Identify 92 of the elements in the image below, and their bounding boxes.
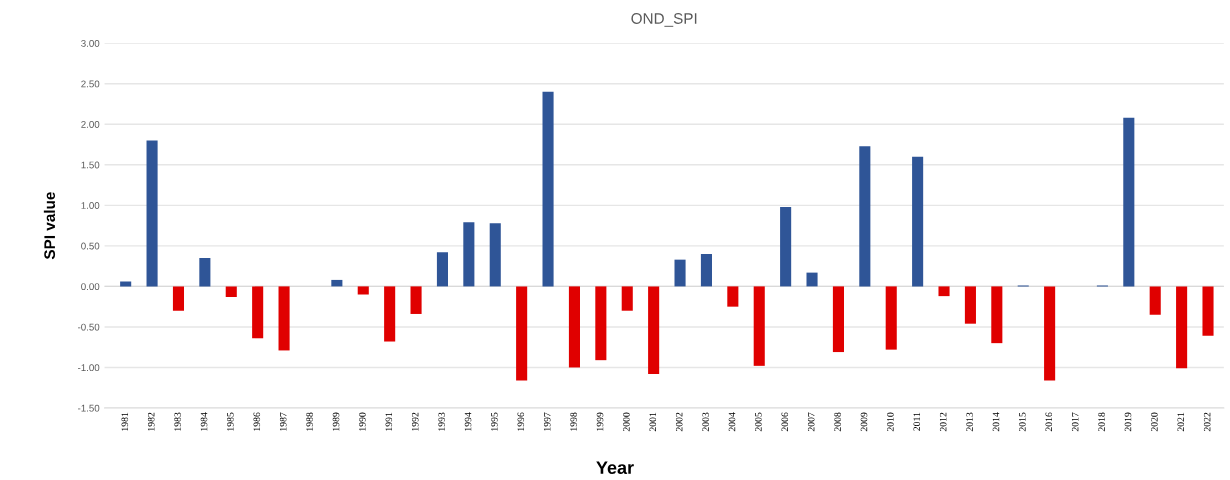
x-tick-label: 1983 [174, 412, 181, 431]
bar [832, 286, 844, 353]
bar [1176, 286, 1188, 369]
x-tick-label: 2002 [675, 412, 683, 432]
x-tick-label: 1982 [147, 412, 155, 431]
x-tick-label: 1987 [279, 412, 287, 431]
x-axis-title: Year [596, 461, 634, 475]
y-tick-label: 2.50 [81, 80, 100, 88]
bar [1044, 286, 1056, 381]
x-tick-label: 2004 [728, 412, 736, 432]
x-tick-label: 2020 [1151, 412, 1158, 432]
x-tick-label: 1989 [332, 412, 340, 431]
x-tick-label: 2009 [860, 412, 868, 432]
bar [1123, 117, 1135, 287]
y-tick-label: -0.50 [77, 323, 100, 331]
bar [463, 222, 475, 287]
y-tick-label: 2.00 [81, 121, 100, 128]
bar [780, 206, 792, 287]
y-tick-label: 1.50 [81, 161, 100, 169]
x-tick-label: 1993 [438, 412, 445, 431]
bar [648, 286, 660, 374]
y-axis-title: SPI value [43, 192, 56, 260]
x-tick-label: 2006 [781, 412, 789, 432]
x-tick-label: 2013 [966, 412, 973, 432]
x-tick-label: 2007 [807, 412, 815, 432]
x-tick-label: 2005 [755, 412, 762, 432]
x-tick-label: 2008 [834, 412, 841, 432]
x-tick-label: 2019 [1124, 412, 1132, 432]
bar [700, 253, 712, 287]
bar [172, 286, 185, 311]
y-tick-label: 1.00 [81, 202, 100, 209]
bar [595, 286, 607, 361]
bar [542, 91, 554, 287]
y-tick-label: 3.00 [81, 39, 100, 47]
bar [1202, 286, 1214, 336]
bar [1149, 286, 1161, 315]
bar [410, 286, 422, 314]
x-tick-label: 2015 [1019, 412, 1026, 432]
x-tick-label: 2010 [887, 412, 894, 432]
y-tick-label: -1.50 [77, 404, 100, 412]
bar [199, 258, 211, 287]
bar [859, 146, 871, 287]
x-tick-label: 1992 [411, 412, 419, 431]
bar [753, 286, 765, 366]
x-tick-label: 2016 [1045, 412, 1053, 432]
y-tick-label: 0.00 [81, 283, 100, 291]
bar [384, 286, 396, 342]
bar [489, 223, 501, 287]
x-tick-label: 1994 [464, 412, 472, 431]
x-tick-label: 2017 [1071, 412, 1079, 432]
bar [436, 252, 448, 287]
x-tick-label: 2011 [913, 412, 921, 431]
x-tick-label: 2014 [992, 412, 1000, 432]
y-tick-label: -1.00 [77, 364, 100, 372]
bar [991, 286, 1003, 344]
y-tick-label: 0.50 [81, 242, 100, 250]
x-tick-label: 2012 [939, 412, 947, 432]
bar [331, 279, 343, 287]
x-tick-label: 2018 [1098, 412, 1105, 432]
bar [621, 286, 633, 311]
bar [146, 140, 158, 287]
x-tick-label: 2000 [623, 412, 630, 432]
bar [674, 259, 686, 287]
bar [938, 286, 950, 297]
x-tick-label: 1991 [385, 412, 393, 431]
x-tick-label: 1988 [306, 412, 313, 431]
bar [357, 286, 369, 295]
x-tick-label: 1996 [517, 412, 525, 431]
x-tick-label: 1995 [491, 412, 498, 431]
bar [516, 286, 528, 381]
bar [225, 286, 237, 297]
bar [885, 286, 897, 350]
x-tick-label: 2022 [1203, 412, 1211, 432]
x-tick-label: 1990 [359, 412, 366, 431]
x-tick-label: 1998 [570, 412, 577, 431]
bar [278, 286, 290, 351]
x-tick-label: 2021 [1177, 412, 1185, 432]
x-tick-label: 1985 [227, 412, 234, 431]
bar [252, 286, 264, 339]
x-tick-label: 1997 [543, 412, 551, 431]
x-tick-label: 2001 [649, 412, 657, 432]
x-tick-label: 1984 [200, 412, 208, 431]
bar [727, 286, 739, 307]
bar [806, 272, 818, 287]
x-tick-label: 1986 [253, 412, 261, 431]
bar [964, 286, 976, 324]
x-tick-label: 1981 [121, 412, 129, 431]
chart-title: OND_SPI [631, 13, 697, 27]
bar [568, 286, 580, 368]
x-tick-label: 2003 [702, 412, 709, 432]
x-tick-label: 1999 [596, 412, 604, 431]
bar [912, 156, 924, 287]
